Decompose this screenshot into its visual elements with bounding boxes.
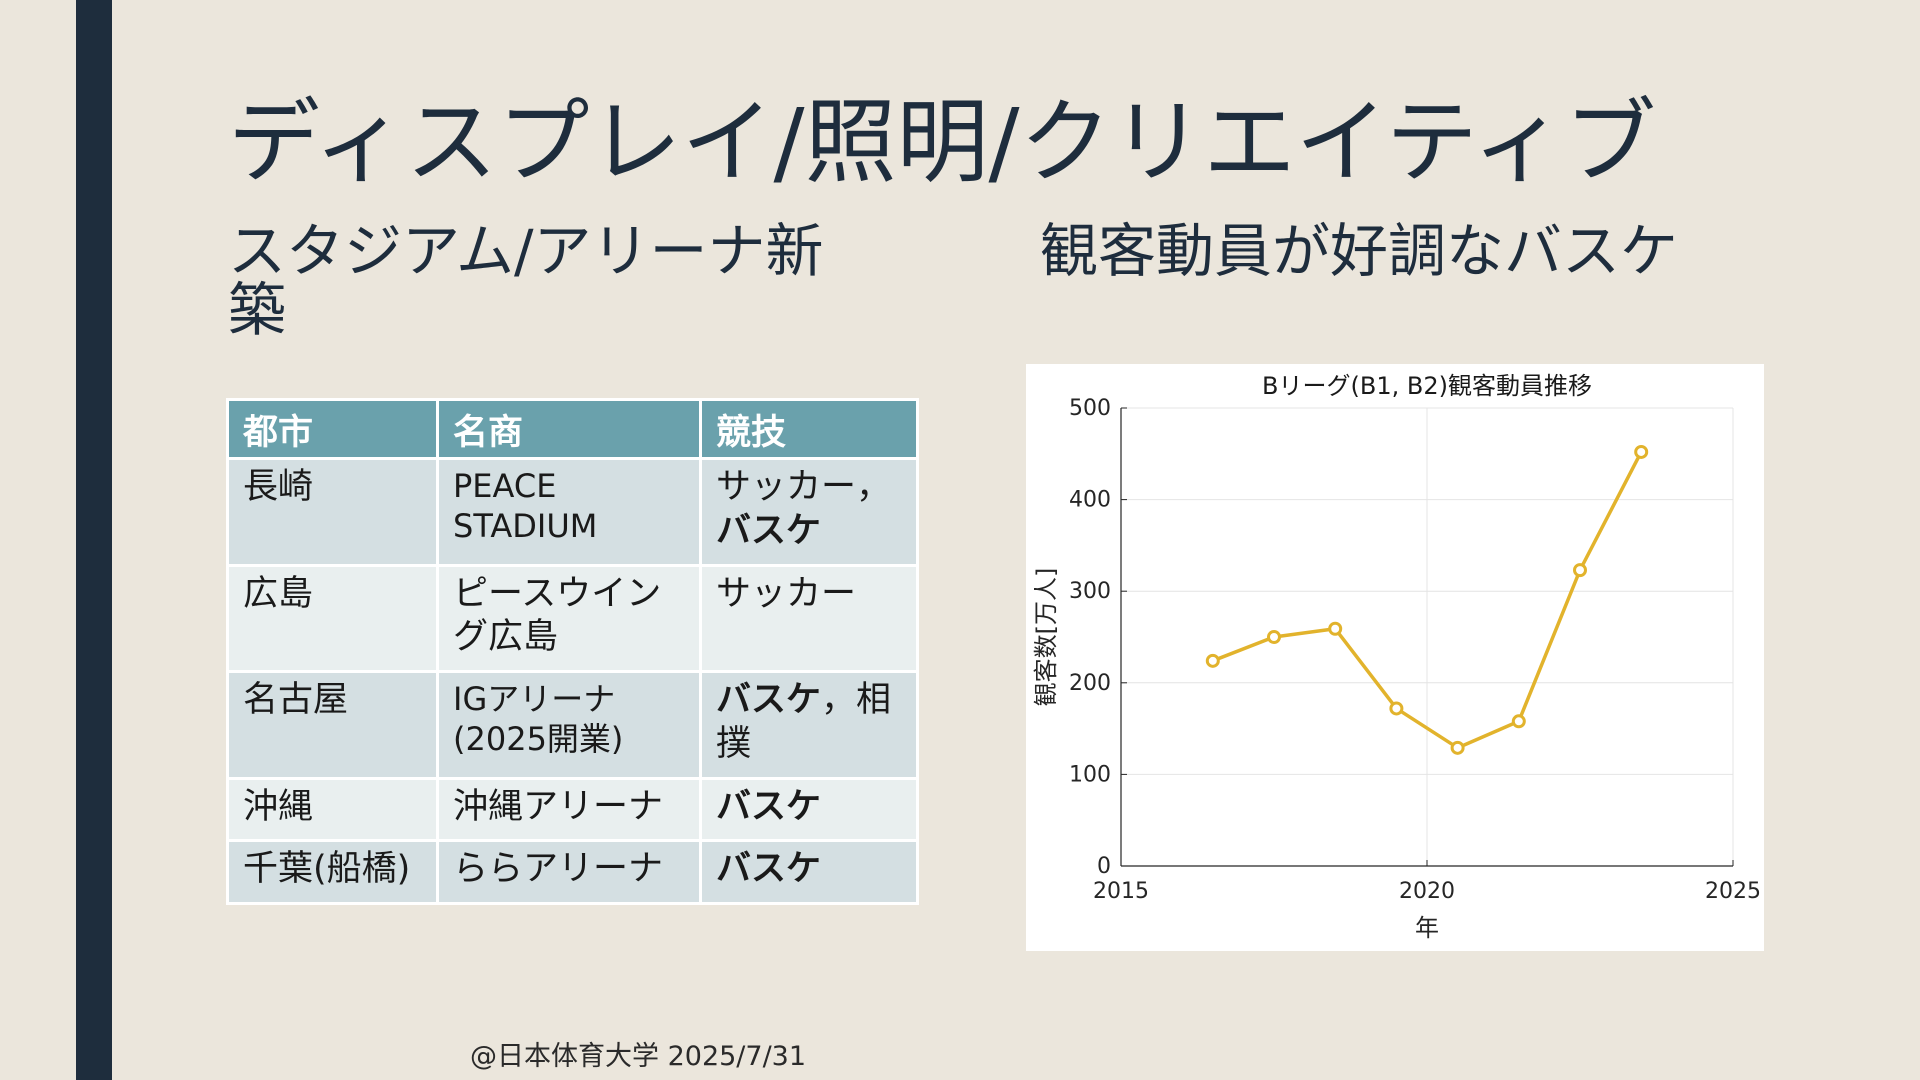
y-tick-label: 400 [1069, 488, 1111, 513]
cell-city: 広島 [226, 563, 439, 673]
data-point [1511, 714, 1526, 729]
cell-venue: 沖縄アリーナ [436, 776, 702, 843]
cell-sport: バスケ [699, 776, 919, 843]
subtitle-right: 観客動員が好調なバスケ [1040, 217, 1679, 285]
sport-text-bold: バスケ [716, 510, 822, 551]
sport-text: サッカー， [716, 467, 892, 507]
cell-sport: サッカー [699, 563, 919, 673]
series-line [1212, 451, 1643, 750]
data-point [1267, 630, 1281, 644]
x-tick-label: 2020 [1399, 879, 1455, 904]
table-row: 沖縄 沖縄アリーナ バスケ [226, 776, 919, 843]
data-point [1573, 563, 1587, 578]
sport-text: サッカー [716, 573, 857, 614]
sport-text-bold: バスケ [716, 849, 822, 890]
header-city: 都市 [226, 398, 439, 460]
y-tick-label: 0 [1097, 854, 1111, 879]
data-point [1389, 701, 1404, 716]
data-point [1450, 740, 1465, 755]
footer-credit: @日本体育大学 2025/7/31 [470, 1041, 807, 1072]
cell-venue: PEACE STADIUM [436, 457, 702, 567]
sport-text-bold: バスケ [716, 786, 822, 827]
data-point [1205, 653, 1220, 668]
table-row: 広島 ピースウイング広島 サッカー [226, 563, 919, 673]
cell-venue: ららアリーナ [436, 839, 702, 905]
y-tick-label: 500 [1069, 396, 1111, 421]
x-tick-label: 2025 [1705, 879, 1761, 904]
table-header-row: 都市 名商 競技 [226, 398, 919, 460]
cell-city: 千葉(船橋) [226, 839, 439, 905]
x-axis-label: 年 [1415, 914, 1439, 942]
cell-sport: バスケ [699, 839, 919, 905]
y-tick-label: 300 [1069, 579, 1111, 604]
table-row: 長崎 PEACE STADIUM サッカー， バスケ [226, 457, 919, 567]
y-axis-label: 観客数[万人] [1032, 568, 1060, 707]
cell-sport: サッカー， バスケ [699, 457, 919, 567]
y-tick-label: 200 [1069, 671, 1111, 696]
sport-text: ，相撲 [716, 680, 892, 764]
data-point [1634, 444, 1649, 459]
cell-city: 長崎 [226, 457, 439, 567]
subtitle-left: スタジアム/アリーナ新築 [228, 217, 824, 345]
cell-sport: バスケ，相撲 [699, 670, 919, 780]
table-row: 千葉(船橋) ららアリーナ バスケ [226, 839, 919, 905]
attendance-chart: 0 100 200 300 400 500 2015 2020 2025 Bリーグ(B1, B2)… [1026, 364, 1764, 951]
chart-svg: 0 100 200 300 400 500 2015 2020 2025 Bリーグ(B1, B2)… [1032, 372, 1761, 942]
slide-title: ディスプレイ/照明/クリエイティブ [228, 89, 1657, 196]
cell-city: 名古屋 [226, 670, 439, 780]
table-row: 名古屋 IGアリーナ(2025開業) バスケ，相撲 [226, 670, 919, 780]
venue-table: 都市 名商 競技 長崎 PEACE STADIUM サッカー， バスケ 広島 ピー… [226, 398, 919, 905]
chart-title: Bリーグ(B1, B2)観客動員推移 [1262, 372, 1592, 400]
data-point [1328, 621, 1343, 636]
cell-venue: ピースウイング広島 [436, 563, 702, 673]
y-tick-label: 100 [1069, 762, 1111, 787]
header-sport: 競技 [699, 398, 919, 460]
header-venue: 名商 [436, 398, 702, 460]
cell-city: 沖縄 [226, 776, 439, 843]
sport-text-bold: バスケ [716, 680, 822, 720]
side-accent-bar [76, 0, 112, 1080]
cell-venue: IGアリーナ(2025開業) [436, 670, 702, 780]
x-tick-label: 2015 [1093, 879, 1149, 904]
